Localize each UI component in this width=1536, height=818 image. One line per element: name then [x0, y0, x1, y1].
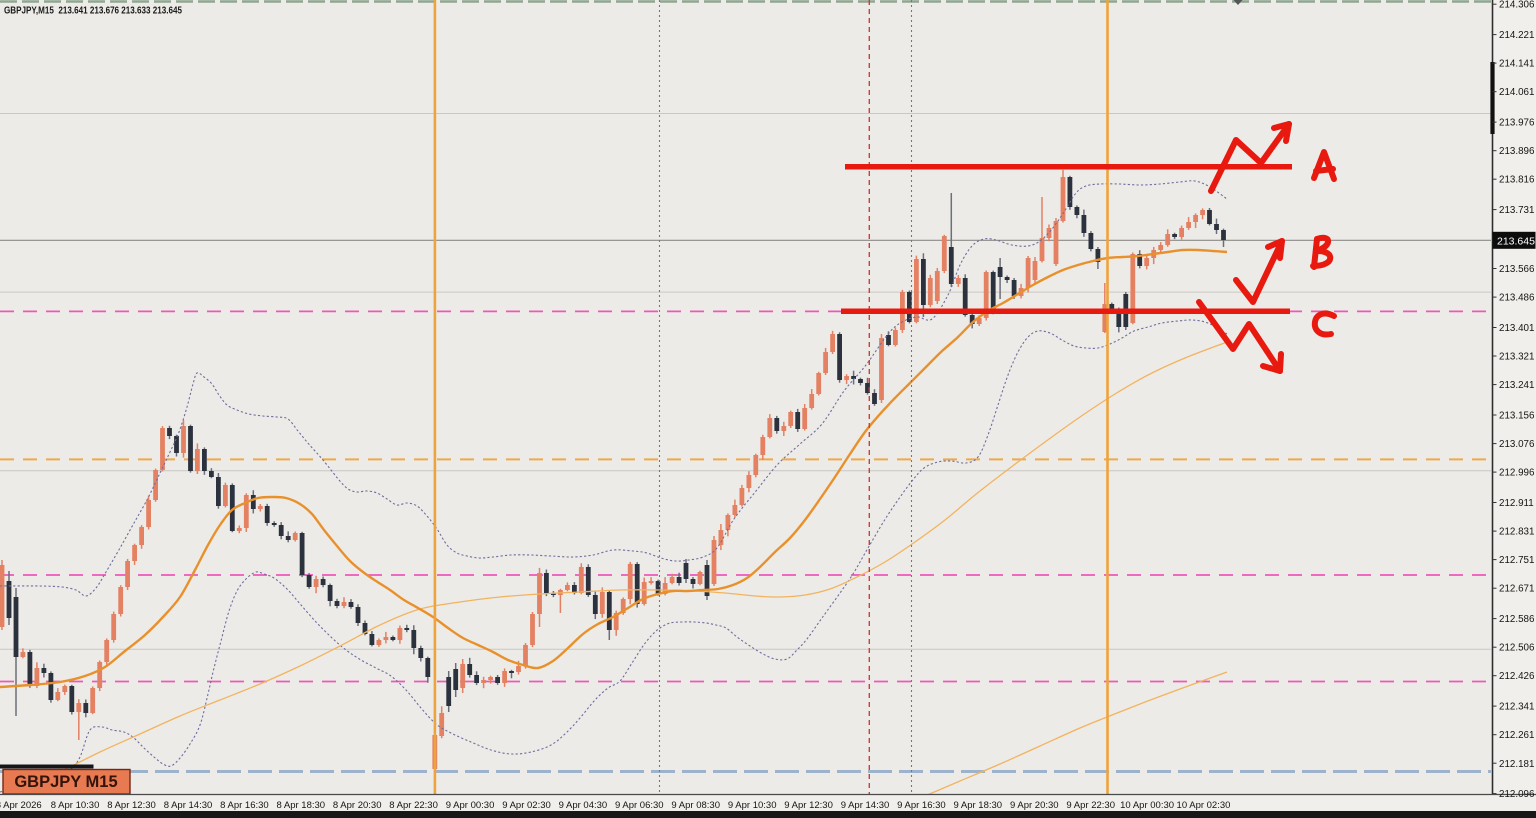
svg-text:212.341: 212.341 — [1499, 702, 1534, 713]
svg-text:9 Apr 12:30: 9 Apr 12:30 — [784, 800, 833, 811]
svg-text:9 Apr 22:30: 9 Apr 22:30 — [1066, 800, 1115, 811]
svg-text:9 Apr 06:30: 9 Apr 06:30 — [615, 800, 664, 811]
svg-text:213.976: 213.976 — [1499, 118, 1535, 129]
svg-text:212.751: 212.751 — [1499, 555, 1534, 566]
svg-text:212.671: 212.671 — [1499, 584, 1534, 595]
svg-text:9 Apr 20:30: 9 Apr 20:30 — [1010, 800, 1059, 811]
svg-text:9 Apr 18:30: 9 Apr 18:30 — [953, 800, 1002, 811]
svg-text:GBPJPY,M15 213.641 213.676 21: GBPJPY,M15 213.641 213.676 213.633 213.6… — [4, 6, 182, 17]
svg-text:9 Apr 10:30: 9 Apr 10:30 — [728, 800, 777, 811]
svg-text:212.261: 212.261 — [1499, 730, 1534, 741]
svg-text:213.731: 213.731 — [1499, 205, 1534, 216]
svg-text:GBPJPY M15: GBPJPY M15 — [14, 773, 117, 791]
svg-text:212.181: 212.181 — [1499, 759, 1534, 770]
svg-text:9 Apr 16:30: 9 Apr 16:30 — [897, 800, 946, 811]
svg-text:8 Apr 2026: 8 Apr 2026 — [0, 800, 42, 811]
svg-text:213.321: 213.321 — [1499, 352, 1534, 363]
svg-text:213.486: 213.486 — [1499, 293, 1535, 304]
svg-text:214.306: 214.306 — [1499, 0, 1535, 11]
svg-text:212.996: 212.996 — [1499, 468, 1535, 479]
svg-text:212.426: 212.426 — [1499, 671, 1535, 682]
svg-text:8 Apr 16:30: 8 Apr 16:30 — [220, 800, 269, 811]
svg-text:8 Apr 14:30: 8 Apr 14:30 — [164, 800, 213, 811]
svg-text:213.401: 213.401 — [1499, 323, 1534, 334]
svg-text:212.911: 212.911 — [1499, 498, 1534, 509]
svg-text:10 Apr 00:30: 10 Apr 00:30 — [1120, 800, 1174, 811]
svg-text:212.831: 212.831 — [1499, 527, 1534, 538]
svg-text:9 Apr 00:30: 9 Apr 00:30 — [446, 800, 495, 811]
svg-text:213.156: 213.156 — [1499, 411, 1535, 422]
svg-text:8 Apr 12:30: 8 Apr 12:30 — [107, 800, 156, 811]
svg-text:9 Apr 08:30: 9 Apr 08:30 — [671, 800, 720, 811]
svg-text:214.141: 214.141 — [1499, 59, 1534, 70]
svg-text:8 Apr 20:30: 8 Apr 20:30 — [333, 800, 382, 811]
svg-text:214.221: 214.221 — [1499, 30, 1534, 41]
svg-text:213.241: 213.241 — [1499, 380, 1534, 391]
svg-text:8 Apr 10:30: 8 Apr 10:30 — [51, 800, 100, 811]
svg-text:212.096: 212.096 — [1499, 789, 1535, 800]
svg-text:9 Apr 04:30: 9 Apr 04:30 — [559, 800, 608, 811]
svg-text:212.506: 212.506 — [1499, 643, 1535, 654]
svg-text:8 Apr 18:30: 8 Apr 18:30 — [276, 800, 325, 811]
svg-text:213.816: 213.816 — [1499, 175, 1535, 186]
svg-text:213.076: 213.076 — [1499, 439, 1535, 450]
svg-text:213.896: 213.896 — [1499, 146, 1535, 157]
svg-text:9 Apr 14:30: 9 Apr 14:30 — [841, 800, 890, 811]
svg-text:213.566: 213.566 — [1499, 264, 1535, 275]
svg-text:212.586: 212.586 — [1499, 614, 1535, 625]
svg-text:213.645: 213.645 — [1497, 235, 1535, 247]
svg-text:10 Apr 02:30: 10 Apr 02:30 — [1177, 800, 1231, 811]
svg-text:9 Apr 02:30: 9 Apr 02:30 — [502, 800, 551, 811]
svg-text:214.061: 214.061 — [1499, 87, 1534, 98]
svg-text:8 Apr 22:30: 8 Apr 22:30 — [389, 800, 438, 811]
